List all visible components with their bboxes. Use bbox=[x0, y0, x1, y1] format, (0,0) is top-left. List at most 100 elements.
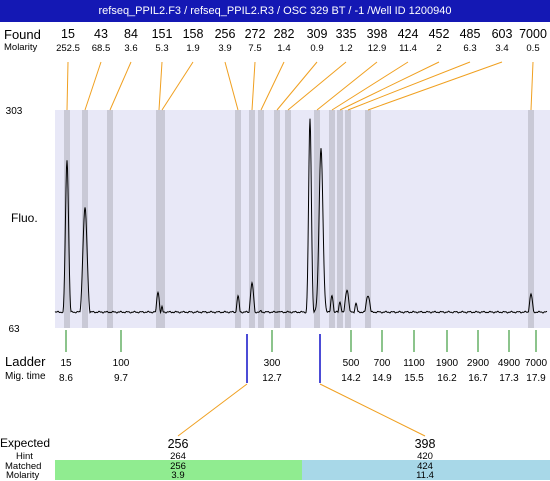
peak-band bbox=[345, 110, 351, 328]
expected-leader-line bbox=[319, 383, 426, 437]
peak-band bbox=[274, 110, 280, 328]
found-size-value: 335 bbox=[336, 27, 357, 41]
molarity-value: 0.9 bbox=[310, 43, 323, 54]
peak-leader-line bbox=[260, 61, 285, 111]
peak-leader-line bbox=[367, 61, 503, 111]
mig-time-label: Mig. time bbox=[5, 371, 46, 382]
peak-band bbox=[235, 110, 241, 328]
found-size-value: 485 bbox=[460, 27, 481, 41]
mig-time-value: 12.7 bbox=[262, 373, 282, 384]
peak-leader-line bbox=[224, 61, 239, 111]
peak-band bbox=[107, 110, 113, 328]
molarity-value: 6.3 bbox=[463, 43, 476, 54]
molarity-value: 2 bbox=[436, 43, 441, 54]
hint-value: 420 bbox=[417, 451, 433, 462]
matched-label: Matched bbox=[5, 461, 42, 472]
found-size-value: 452 bbox=[429, 27, 450, 41]
molarity-value: 68.5 bbox=[92, 43, 111, 54]
peak-leader-line bbox=[84, 61, 102, 111]
molarity-value: 252.5 bbox=[56, 43, 80, 54]
peak-leader-line bbox=[158, 61, 163, 111]
peak-leader-line bbox=[287, 61, 347, 111]
peak-band bbox=[82, 110, 88, 328]
peak-leader-line bbox=[347, 61, 471, 111]
found-size-value: 43 bbox=[94, 27, 108, 41]
mig-time-value: 9.7 bbox=[114, 373, 128, 384]
molarity-value: 1.4 bbox=[277, 43, 290, 54]
mig-time-value: 17.9 bbox=[526, 373, 546, 384]
molarity-value: 1.2 bbox=[339, 43, 352, 54]
peak-band bbox=[285, 110, 291, 328]
peak-band bbox=[365, 110, 371, 328]
peak-leader-line bbox=[276, 61, 318, 111]
peak-leader-line bbox=[66, 61, 69, 111]
mig-time-value: 14.9 bbox=[372, 373, 392, 384]
found-size-value: 84 bbox=[124, 27, 138, 41]
mig-time-value: 14.2 bbox=[341, 373, 361, 384]
found-size-value: 398 bbox=[367, 27, 388, 41]
peak-leader-line bbox=[109, 61, 132, 111]
hint-value: 264 bbox=[170, 451, 186, 462]
peak-leader-line bbox=[316, 61, 378, 111]
found-size-value: 151 bbox=[152, 27, 173, 41]
peak-band bbox=[329, 110, 335, 328]
matched-bar-blue bbox=[302, 460, 550, 480]
peak-band bbox=[528, 110, 534, 328]
molarity-bottom-label: Molarity bbox=[6, 470, 40, 481]
ladder-size-value: 7000 bbox=[525, 358, 548, 369]
hint-label: Hint bbox=[16, 451, 33, 462]
mig-time-value: 16.7 bbox=[468, 373, 488, 384]
expected-label: Expected bbox=[0, 436, 51, 450]
ladder-size-value: 100 bbox=[113, 358, 130, 369]
ladder-label: Ladder bbox=[5, 354, 46, 369]
mig-time-value: 15.5 bbox=[404, 373, 424, 384]
expected-molarity-value: 3.9 bbox=[171, 470, 184, 480]
y-axis-max-label: 303 bbox=[6, 106, 23, 117]
ladder-size-value: 15 bbox=[60, 358, 72, 369]
ladder-size-value: 1100 bbox=[403, 358, 425, 369]
molarity-value: 12.9 bbox=[368, 43, 387, 54]
expected-molarity-value: 11.4 bbox=[416, 470, 434, 480]
molarity-label: Molarity bbox=[4, 42, 38, 53]
molarity-value: 3.4 bbox=[495, 43, 508, 54]
peak-leader-line bbox=[530, 61, 534, 111]
peak-leader-line bbox=[339, 61, 440, 111]
ladder-size-value: 2900 bbox=[467, 358, 490, 369]
peak-band bbox=[258, 110, 264, 328]
ladder-size-value: 300 bbox=[264, 358, 281, 369]
peak-band bbox=[64, 110, 70, 328]
molarity-value: 3.9 bbox=[218, 43, 231, 54]
title-bar: refseq_PPIL2.F3 / refseq_PPIL2.R3 / OSC … bbox=[0, 0, 550, 22]
peak-band bbox=[249, 110, 255, 328]
ladder-size-value: 500 bbox=[343, 358, 360, 369]
expected-leader-line bbox=[177, 383, 248, 437]
plot-area bbox=[55, 110, 550, 328]
found-size-value: 7000 bbox=[519, 27, 547, 41]
matched-value: 424 bbox=[417, 461, 433, 472]
molarity-value: 5.3 bbox=[155, 43, 168, 54]
molarity-value: 7.5 bbox=[248, 43, 261, 54]
expected-size-value: 256 bbox=[168, 437, 189, 451]
fluorescence-trace bbox=[54, 118, 548, 315]
peak-band bbox=[159, 110, 165, 328]
found-size-value: 603 bbox=[492, 27, 513, 41]
found-size-value: 256 bbox=[215, 27, 236, 41]
peak-leader-line bbox=[331, 61, 409, 111]
ladder-size-value: 1900 bbox=[436, 358, 459, 369]
found-size-value: 272 bbox=[245, 27, 266, 41]
molarity-value: 1.9 bbox=[186, 43, 199, 54]
mig-time-value: 16.2 bbox=[437, 373, 457, 384]
matched-value: 256 bbox=[170, 461, 186, 472]
molarity-value: 3.6 bbox=[124, 43, 137, 54]
fluo-axis-label: Fluo. bbox=[11, 211, 38, 225]
mig-time-value: 17.3 bbox=[499, 373, 519, 384]
found-size-value: 282 bbox=[274, 27, 295, 41]
found-size-value: 15 bbox=[61, 27, 75, 41]
matched-bar-green bbox=[55, 460, 302, 480]
peak-band bbox=[337, 110, 343, 328]
molarity-value: 0.5 bbox=[526, 43, 539, 54]
peak-leader-line bbox=[251, 61, 256, 111]
ladder-size-value: 4900 bbox=[498, 358, 521, 369]
found-size-value: 309 bbox=[307, 27, 328, 41]
